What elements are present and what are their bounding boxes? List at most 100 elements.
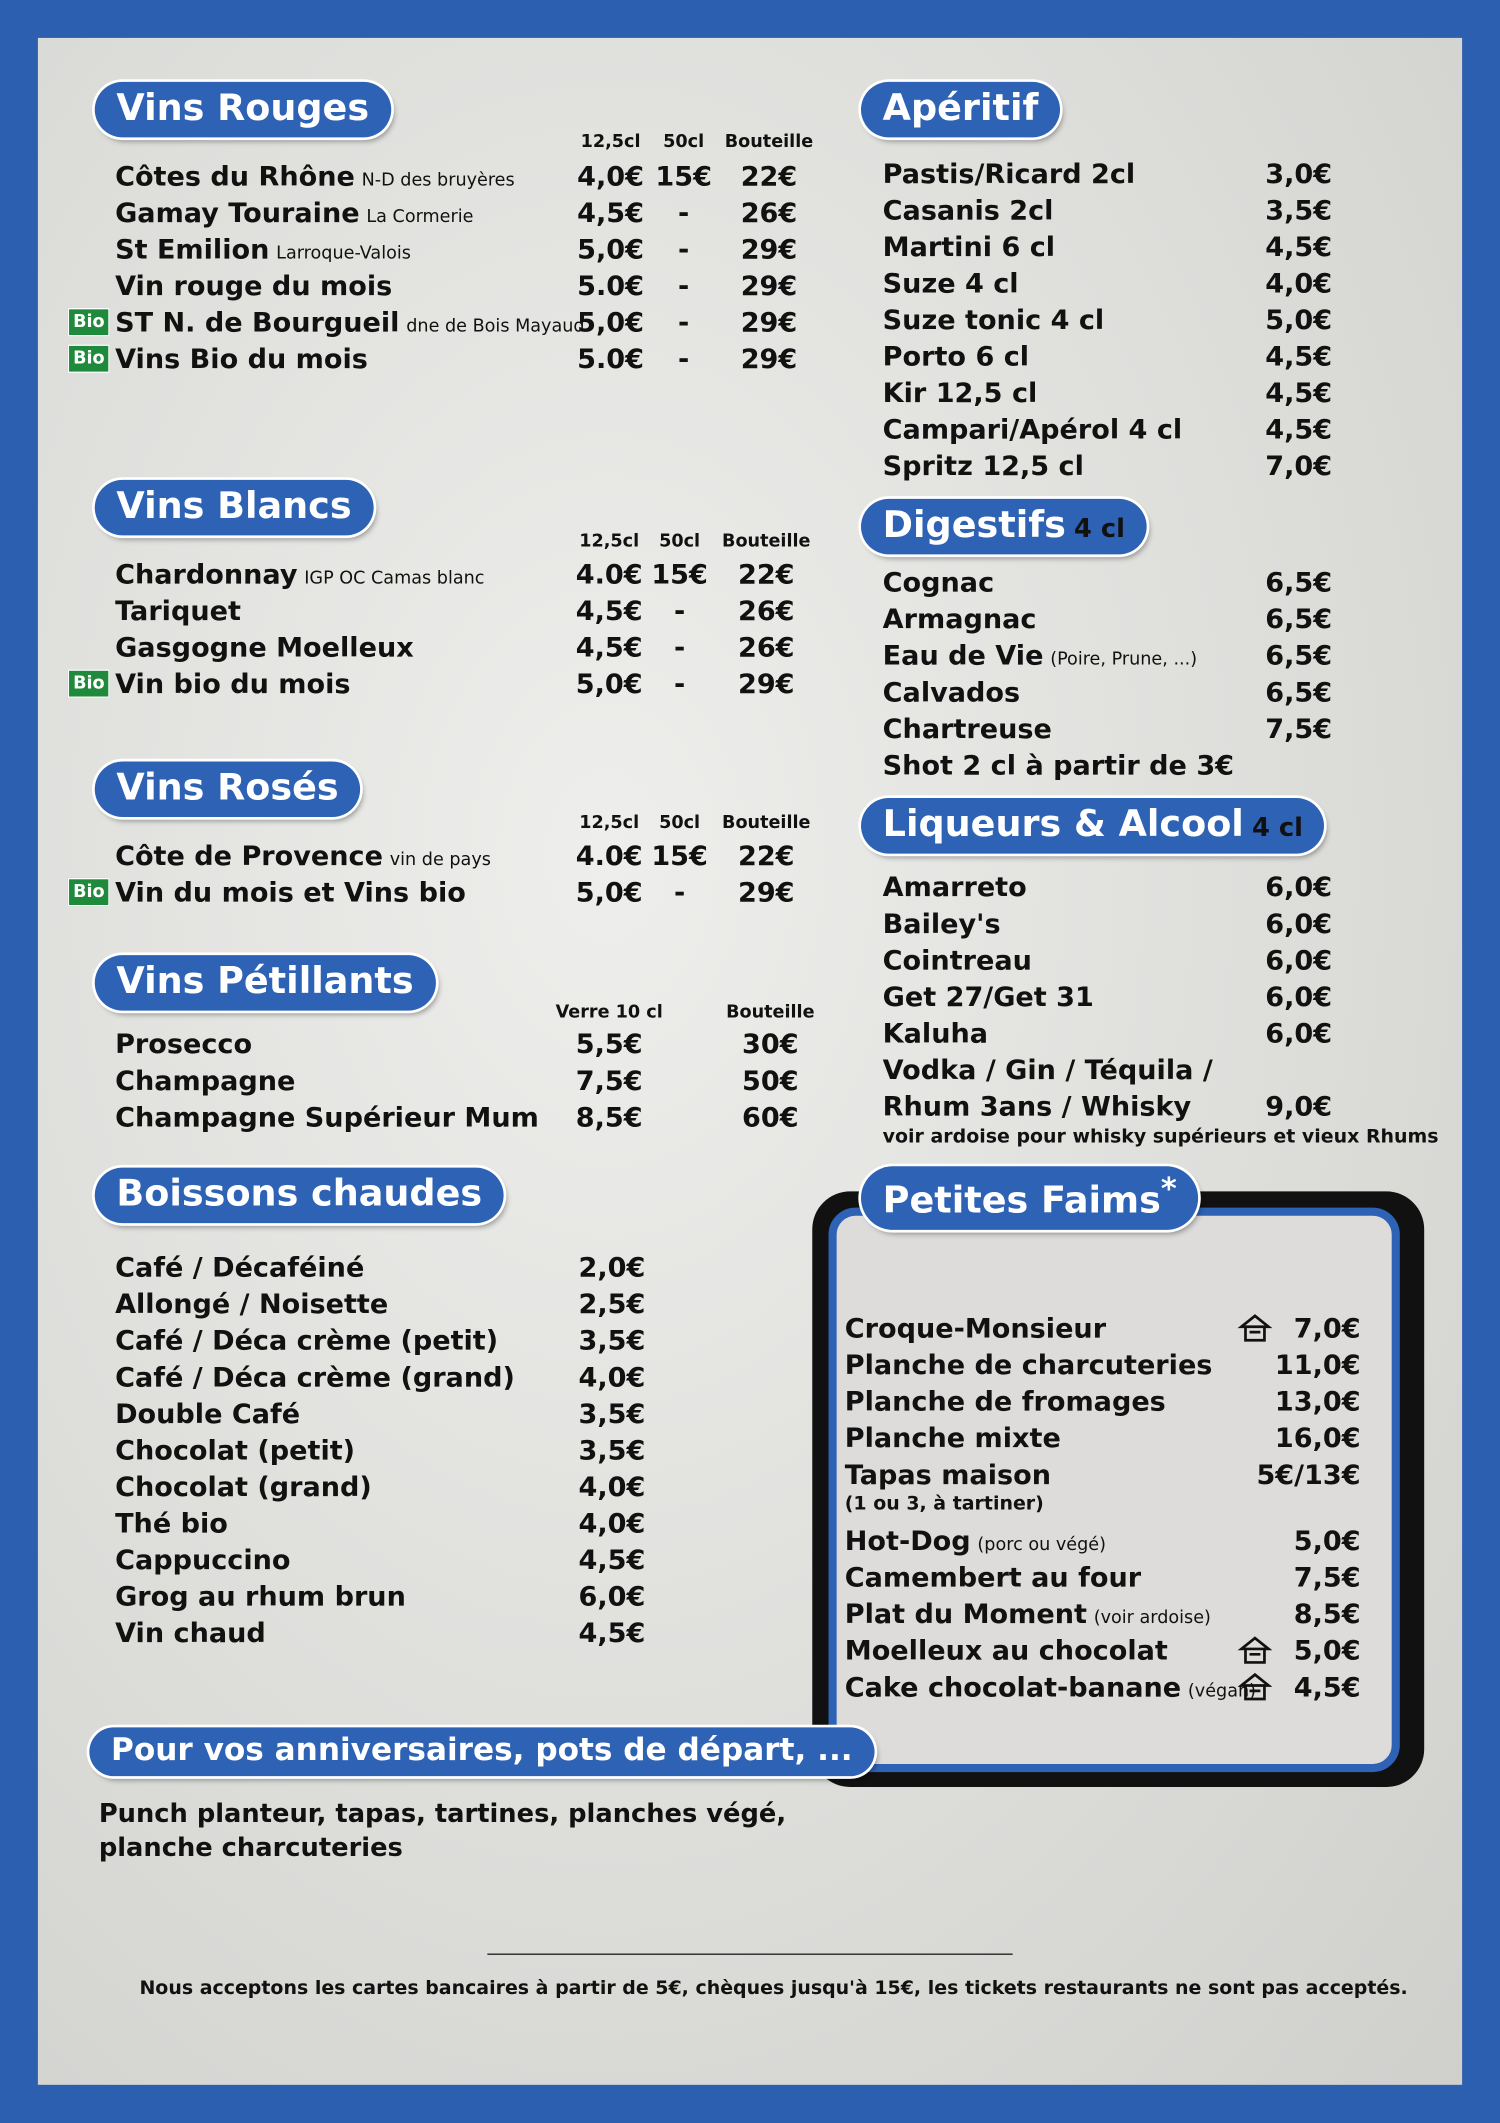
item-price: 4,0€ [1265,266,1333,300]
item-price: 29€ [740,342,798,375]
section-title-pill: Vins Rouges [94,81,391,138]
menu-item: Café / Déca crème (grand) [115,1361,515,1393]
item-name: Suze tonic 4 cl [882,303,1105,336]
item-name: Spritz 12,5 cl [882,449,1084,482]
item-name: Campari/Apérol 4 cl [882,412,1183,446]
item-name: Get 27/Get 31 [882,980,1094,1013]
item-price: 4,0€ [577,159,644,193]
item-price: 4,5€ [1265,412,1333,446]
item-price: 8,5€ [1293,1597,1361,1630]
item-name: Gasgogne Moelleux [115,630,414,664]
menu-item: Get 27/Get 31 [883,980,1094,1012]
section-title-pill: Boissons chaudes [94,1167,504,1224]
item-name: Bailey's [882,907,1001,940]
menu-item: Kir 12,5 cl [883,376,1038,408]
item-detail: IGP OC Camas blanc [304,568,485,589]
item-price: 6,5€ [1265,638,1333,672]
section-title-pill: Liqueurs & Alcool 4 cl [861,798,1325,854]
item-name: Tariquet [115,594,241,627]
section-title: Petites Faims [882,1179,1161,1222]
item-price: 4,5€ [1265,339,1333,373]
menu-item: Bailey's [883,907,1001,939]
menu-item: Pastis/Ricard 2cl [883,157,1136,189]
menu-item: Hot-Dog (porc ou végé) [845,1524,1106,1556]
menu-item: Chardonnay IGP OC Camas blanc [115,558,484,590]
item-price: 6,5€ [1265,675,1333,709]
item-detail: Larroque-Valois [276,243,411,264]
item-price: 3,5€ [578,1397,646,1430]
column-header: Verre 10 cl [555,1002,663,1023]
bio-badge: Bio [67,669,111,698]
item-price: 3,5€ [578,1324,646,1357]
item-detail: vin de pays [389,850,491,871]
item-price: 5,5€ [575,1027,643,1061]
menu-item: Café / Décaféiné [115,1251,364,1283]
item-name: St Emilion [115,232,270,266]
item-name: Plat du Moment [844,1597,1087,1630]
veggie-icon [1237,1314,1273,1342]
item-name: Côtes du Rhône [115,159,355,193]
item-detail: N-D des bruyères [361,170,515,191]
menu-item: Cognac [883,566,994,598]
item-price: 6,0€ [1265,1016,1333,1050]
section-title-pill: Vins Blancs [94,479,374,536]
menu-item: Double Café [115,1397,300,1429]
item-price: 4,5€ [578,1616,646,1649]
section-title: Vins Pétillants [116,960,414,1003]
item-price: 60€ [742,1100,799,1134]
item-price: 4,0€ [578,1360,646,1394]
menu-item: Champagne [115,1064,295,1096]
menu-item: Suze 4 cl [883,267,1019,299]
section-title: Vins Rouges [116,87,370,130]
menu-item: Casanis 2cl [883,194,1054,226]
item-price: - [673,875,686,909]
item-name: Allongé / Noisette [115,1287,389,1320]
item-price: 4,5€ [1265,230,1333,263]
menu-item: Vin du mois et Vins bio [115,876,466,908]
item-price: - [673,594,686,627]
item-price: 5,0€ [1293,1634,1361,1667]
menu-item: Camembert au four [845,1561,1141,1593]
menu-item: Eau de Vie (Poire, Prune, ...) [883,639,1197,671]
menu-item: Thé bio [115,1507,228,1539]
menu-item: Porto 6 cl [883,340,1029,372]
item-name: Cake chocolat-banane [844,1670,1182,1704]
item-name: Martini 6 cl [882,230,1056,263]
item-price: 22€ [737,557,795,591]
item-price: 3,5€ [578,1433,646,1467]
item-note: (1 ou 3, à tartiner) [844,1493,1044,1515]
item-name: Chartreuse [882,712,1052,745]
section-title-pill: Vins Rosés [94,761,361,818]
item-price: 4.0€ [575,557,643,591]
item-price: 4,0€ [578,1506,646,1540]
item-price: 29€ [740,305,798,339]
section-title-pill: Apéritif [861,81,1061,138]
column-header: Bouteille [724,131,814,153]
section-note: voir ardoise pour whisky supérieurs et v… [882,1126,1439,1149]
section-title: Liqueurs & Alcool [882,803,1244,846]
menu-item: Spritz 12,5 cl [883,449,1084,481]
item-price: 4,0€ [578,1470,646,1503]
item-name: Calvados [882,675,1021,709]
item-price: 3,0€ [1265,157,1333,190]
item-price: - [678,232,690,266]
menu-item: Suze tonic 4 cl [883,303,1105,335]
menu-item: Champagne Supérieur Mum [115,1101,539,1133]
item-price: 15€ [651,557,708,591]
item-price: 6,5€ [1265,602,1333,635]
menu-item: Moelleux au chocolat [845,1634,1168,1666]
menu-item: Allongé / Noisette [115,1287,388,1319]
footer: Nous acceptons les cartes bancaires à pa… [139,1977,1408,2000]
menu-item: Côtes du Rhône N-D des bruyères [115,160,515,192]
item-price: 30€ [742,1027,799,1061]
item-name: Hot-Dog [844,1524,971,1557]
menu-item: Chocolat (petit) [115,1434,355,1466]
item-price: 15€ [655,159,712,193]
item-name: Cointreau [882,943,1032,977]
menu-item: Gamay Touraine La Cormerie [115,196,473,228]
item-price: 26€ [737,630,795,664]
item-detail: (Poire, Prune, ...) [1050,649,1198,671]
item-price: 15€ [651,839,708,872]
